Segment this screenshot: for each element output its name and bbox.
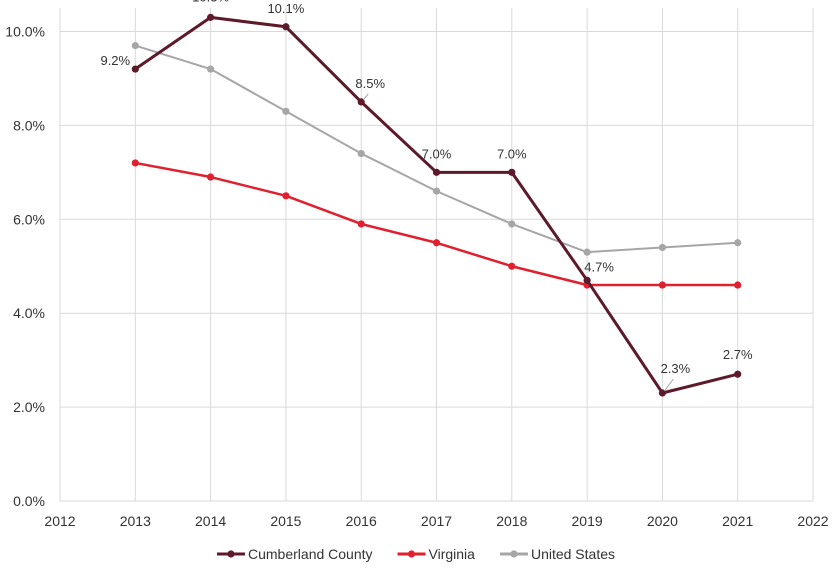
data-point [734, 281, 742, 289]
x-tick-label: 2017 [421, 513, 452, 529]
y-axis: 0.0% 2.0% 4.0% 6.0% 8.0% 10.0% [5, 23, 45, 509]
data-point [508, 262, 516, 270]
data-point [282, 192, 290, 200]
data-point [583, 248, 591, 256]
legend-swatch-marker [510, 550, 518, 558]
y-tick-label: 6.0% [13, 211, 45, 227]
data-label: 10.1% [267, 1, 304, 16]
data-label: 7.0% [497, 146, 527, 161]
data-point [357, 98, 365, 106]
data-point [207, 173, 215, 181]
y-tick-label: 4.0% [13, 305, 45, 321]
data-point [734, 239, 742, 247]
data-label: 2.7% [723, 347, 753, 362]
legend-swatch-marker [407, 550, 416, 558]
data-label: 4.7% [584, 259, 614, 274]
x-tick-label: 2013 [120, 513, 151, 529]
data-point [583, 276, 591, 284]
data-point [658, 389, 667, 397]
data-point [734, 370, 742, 378]
data-point [432, 168, 441, 176]
legend-swatch-marker [227, 550, 235, 558]
x-tick-label: 2016 [346, 513, 377, 529]
x-tick-label: 2021 [722, 513, 753, 529]
x-tick-label: 2012 [44, 513, 75, 529]
data-label: 7.0% [422, 146, 452, 161]
x-tick-label: 2018 [496, 513, 527, 529]
data-point [357, 149, 365, 158]
x-tick-label: 2020 [647, 513, 678, 529]
data-point [207, 13, 215, 21]
legend-label: Virginia [429, 546, 476, 562]
data-point [658, 243, 667, 252]
y-tick-label: 10.0% [5, 23, 45, 39]
data-point [131, 159, 139, 167]
x-tick-label: 2022 [797, 513, 828, 529]
x-tick-label: 2015 [270, 513, 301, 529]
data-label: 2.3% [661, 361, 691, 376]
data-point [357, 220, 365, 228]
data-point [508, 168, 516, 176]
data-point [508, 220, 516, 228]
x-tick-label: 2019 [572, 513, 603, 529]
y-tick-label: 2.0% [13, 399, 45, 415]
legend: Cumberland County Virginia United States [217, 546, 615, 562]
gridlines [59, 8, 814, 502]
legend-label: Cumberland County [248, 546, 373, 562]
x-axis: 2012 2013 2014 2015 2016 2017 2018 2019 2020 2021… [44, 513, 828, 529]
legend-label: United States [531, 546, 615, 562]
data-point [131, 41, 139, 50]
data-point [131, 65, 139, 73]
label-leader-line [362, 93, 369, 101]
data-label: 8.5% [355, 76, 385, 91]
label-leader-line [664, 378, 674, 392]
data-point [432, 187, 441, 195]
data-labels: 9.2% 10.3% 10.1% 8.5% 7.0% 7.0% 4.7% 2.3% 2.7% [100, 0, 753, 392]
data-point [282, 23, 290, 31]
data-point [207, 65, 215, 73]
x-tick-label: 2014 [195, 513, 226, 529]
y-tick-label: 0.0% [13, 493, 45, 509]
data-point [432, 239, 441, 247]
y-tick-label: 8.0% [13, 117, 45, 133]
data-point [658, 281, 667, 289]
data-label: 9.2% [100, 53, 130, 68]
data-point [282, 107, 290, 115]
series-group [131, 13, 742, 397]
data-label: 10.3% [192, 0, 229, 4]
